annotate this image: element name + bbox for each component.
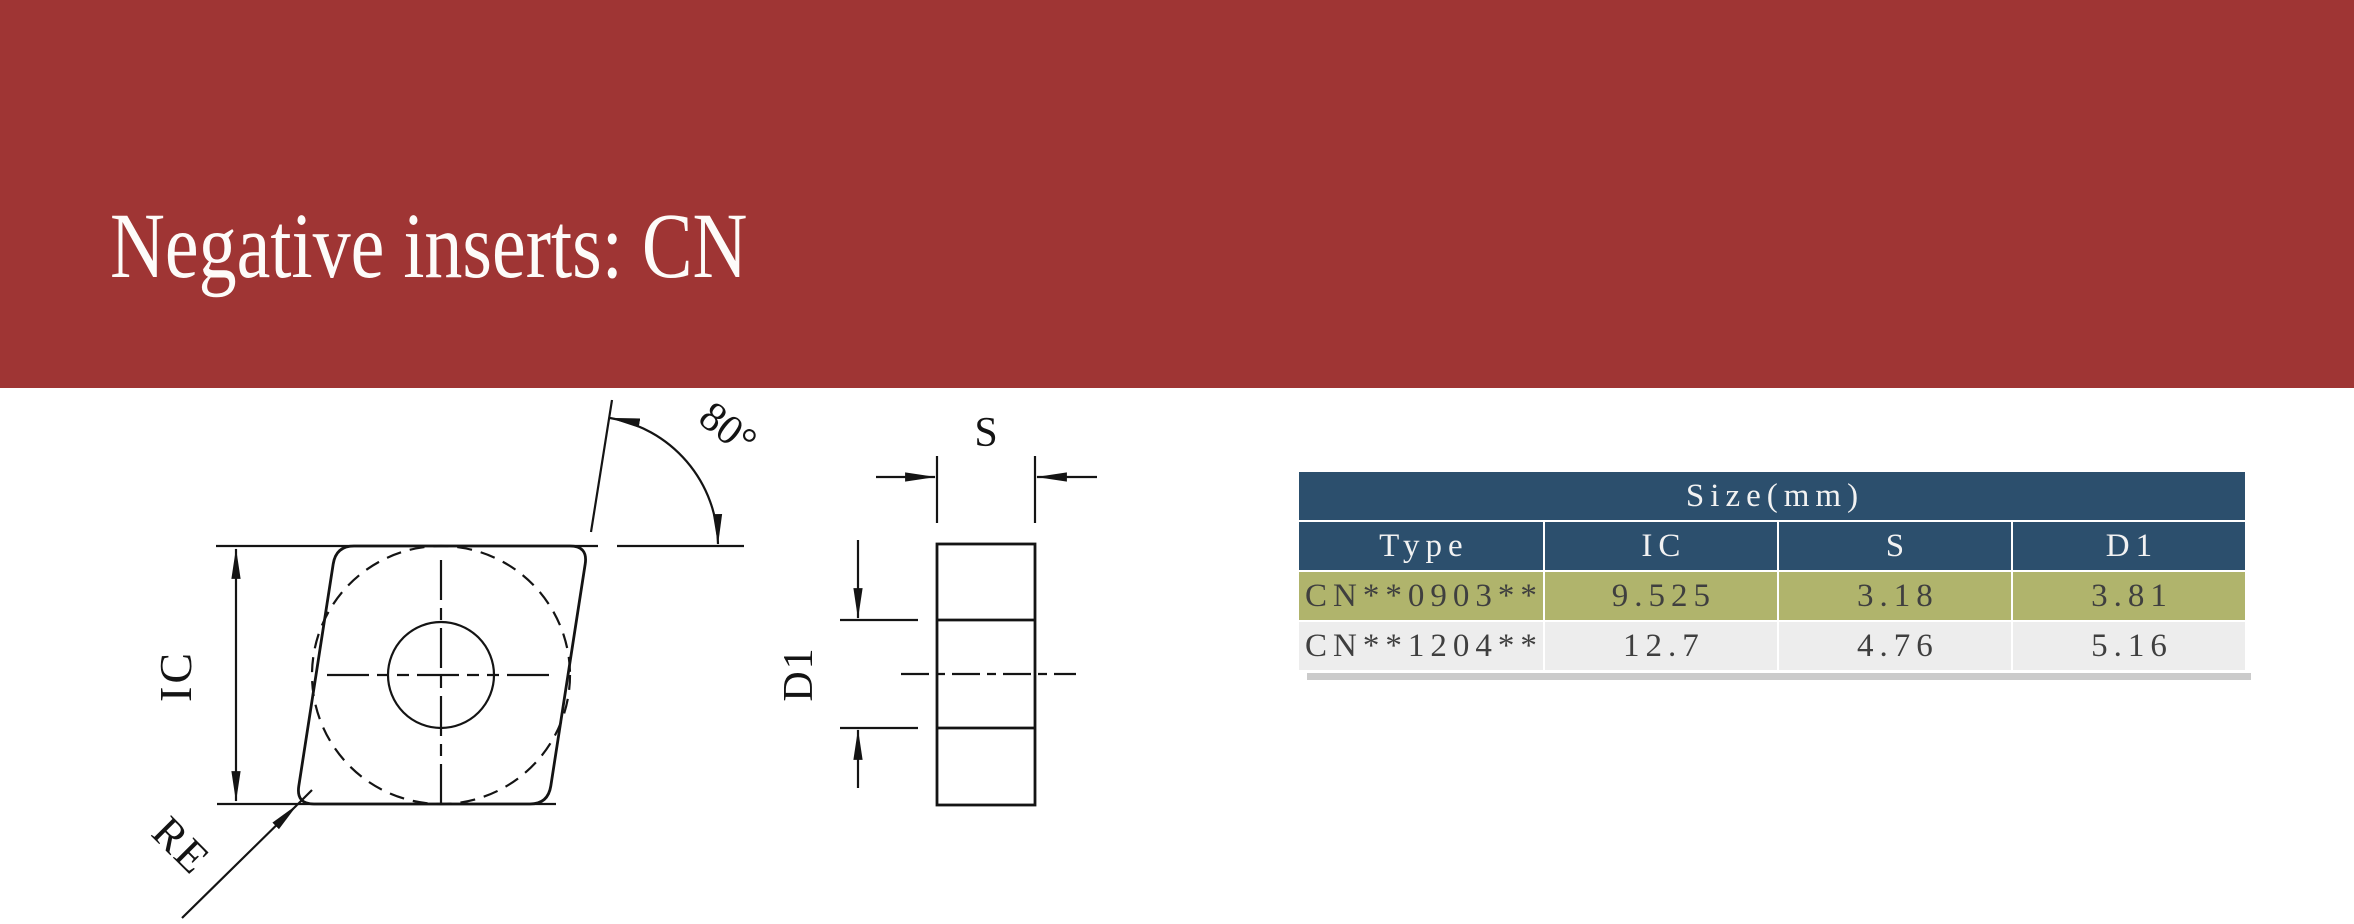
d1-dimension-label: D1 [776,646,822,701]
re-leader-line [181,804,298,919]
table-cell-ic: 12.7 [1544,622,1777,670]
header-banner: Negative inserts: CN [0,0,2354,388]
size-table-title: Size(mm) [1299,472,2245,520]
table-cell-ic: 9.525 [1544,572,1777,620]
table-cell-type: CN**1204** [1299,622,1543,670]
angle-value-label: 80° [690,393,765,465]
column-header-type: Type [1299,522,1543,570]
side-view-diagram: S D1 [776,410,1097,807]
size-table: Size(mm) Type IC S D1 CN**0903** 9.525 3… [1299,472,2245,670]
table-cell-s: 4.76 [1778,622,2011,670]
table-cell-s: 3.18 [1778,572,2011,620]
column-header-d1: D1 [2012,522,2245,570]
re-dimension-label: RE [143,807,220,884]
re-leader-stub [296,789,313,806]
table-cell-d1: 3.81 [2012,572,2245,620]
table-cell-d1: 5.16 [2012,622,2245,670]
table-bottom-shadow [1307,673,2251,680]
table-cell-type: CN**0903** [1299,572,1543,620]
column-header-ic: IC [1544,522,1777,570]
insert-outline [297,544,587,806]
page-title: Negative inserts: CN [110,195,748,298]
column-header-s: S [1778,522,2011,570]
angle-arc [609,416,723,545]
s-dimension-label: S [974,410,997,456]
front-view-diagram: IC 80° RE [143,393,765,919]
angle-extension-line [589,399,614,533]
ic-dimension-label: IC [150,650,201,702]
